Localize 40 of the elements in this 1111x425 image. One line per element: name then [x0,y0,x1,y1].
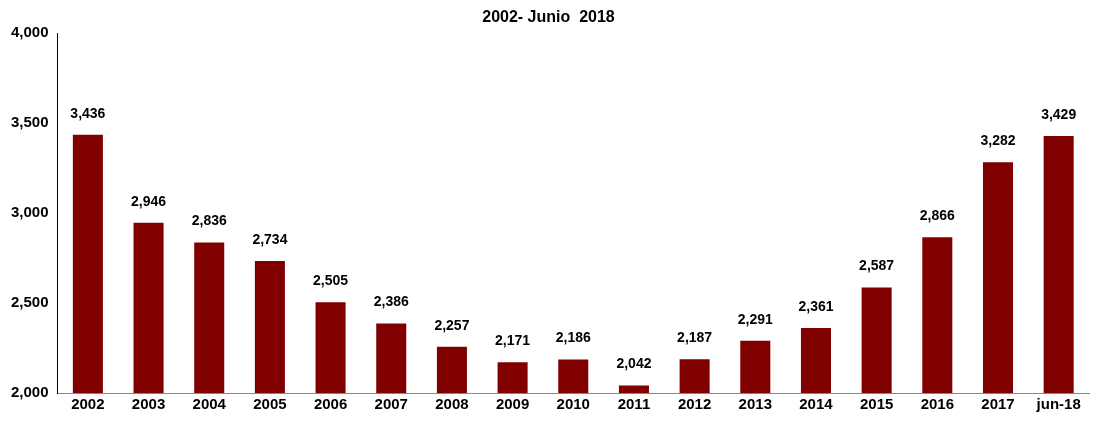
data-label: 2,361 [798,297,834,314]
data-label: 2,291 [737,310,774,327]
x-tick-label: 2013 [738,395,772,413]
data-label: 2,042 [616,355,652,372]
x-tick-label: 2017 [981,395,1015,413]
x-tick-label: 2006 [313,395,348,413]
x-tick-label: jun-18 [1035,395,1081,413]
data-label: 2,946 [131,192,167,209]
data-label: 3,282 [980,132,1016,149]
x-tick-label: 2014 [799,395,834,413]
x-tick-label: 2011 [617,395,651,413]
data-label: 2,836 [191,212,227,229]
data-label: 2,866 [919,207,956,224]
data-label: 2,186 [555,329,591,346]
data-label: 3,429 [1041,105,1077,122]
x-tick-label: 2002 [71,395,105,413]
x-tick-label: 2005 [253,395,287,413]
data-label: 2,734 [252,230,288,247]
y-tick-label: 3,500 [10,113,49,131]
x-tick-label: 2004 [192,395,227,413]
x-tick-label: 2009 [495,395,530,413]
y-tick-label: 4,000 [10,23,49,41]
data-label: 2,587 [859,257,895,274]
x-tick-label: 2012 [677,395,712,413]
x-tick-label: 2003 [131,395,166,413]
y-tick-label: 2,000 [10,383,49,401]
data-label: 2,171 [495,332,531,349]
data-label: 2,257 [434,316,470,333]
data-label: 2,386 [373,293,409,310]
x-tick-label: 2008 [435,395,469,413]
y-tick-label: 2,500 [10,293,49,311]
x-tick-label: 2010 [556,395,590,413]
x-tick-label: 2015 [859,395,894,413]
data-label: 2,187 [677,329,713,346]
data-label: 3,436 [70,104,106,121]
x-tick-label: 2016 [920,395,954,413]
data-label: 2,505 [313,272,349,289]
chart-title: 2002- Junio 2018 [482,8,615,26]
x-tick-label: 2007 [374,395,408,413]
y-tick-label: 3,000 [10,203,49,221]
